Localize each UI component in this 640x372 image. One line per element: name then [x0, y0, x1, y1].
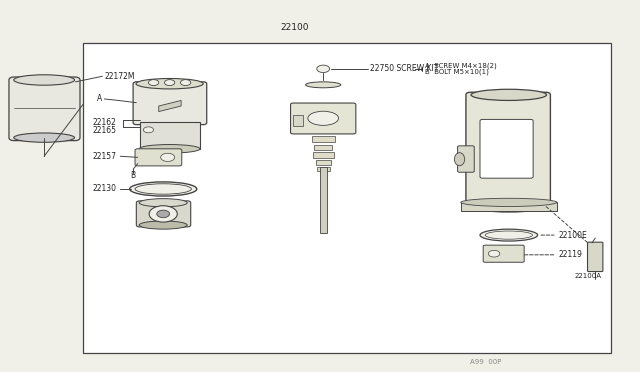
FancyBboxPatch shape: [466, 92, 550, 209]
Text: 22157: 22157: [93, 152, 116, 161]
Ellipse shape: [485, 231, 532, 239]
Text: 22100E: 22100E: [559, 231, 588, 240]
FancyBboxPatch shape: [483, 245, 524, 262]
Text: 22172M: 22172M: [104, 72, 135, 81]
Polygon shape: [159, 100, 181, 112]
Text: 22750 SCREW KIT: 22750 SCREW KIT: [370, 64, 438, 73]
Ellipse shape: [471, 201, 547, 212]
Text: 22165: 22165: [93, 126, 116, 135]
Ellipse shape: [135, 184, 191, 194]
Ellipse shape: [140, 199, 187, 207]
Ellipse shape: [14, 133, 74, 142]
Bar: [83, 43, 611, 353]
Text: 22119: 22119: [559, 250, 582, 259]
Text: A99  00P: A99 00P: [470, 359, 502, 365]
FancyBboxPatch shape: [458, 146, 474, 172]
Bar: [316, 160, 331, 165]
Text: 22162: 22162: [93, 118, 116, 127]
Circle shape: [143, 127, 154, 133]
Bar: [312, 152, 334, 158]
Circle shape: [148, 80, 159, 86]
FancyBboxPatch shape: [136, 201, 191, 227]
Bar: [312, 136, 335, 142]
Bar: [320, 167, 326, 232]
Text: A  SCREW M4×18(2): A SCREW M4×18(2): [425, 63, 497, 70]
Text: 22100: 22100: [280, 23, 308, 32]
Bar: [461, 202, 557, 211]
FancyBboxPatch shape: [480, 119, 533, 178]
FancyBboxPatch shape: [135, 149, 182, 166]
FancyBboxPatch shape: [9, 77, 80, 141]
Ellipse shape: [140, 221, 187, 229]
FancyBboxPatch shape: [133, 82, 207, 125]
Circle shape: [161, 153, 175, 161]
Ellipse shape: [136, 78, 204, 89]
Text: 22130: 22130: [93, 185, 116, 193]
Text: 22100A: 22100A: [574, 273, 601, 279]
Bar: [140, 122, 200, 149]
Ellipse shape: [140, 145, 200, 153]
FancyBboxPatch shape: [588, 242, 603, 272]
Circle shape: [488, 250, 500, 257]
Circle shape: [317, 65, 330, 73]
Circle shape: [157, 210, 170, 218]
Bar: [293, 115, 303, 126]
Ellipse shape: [306, 82, 341, 88]
Ellipse shape: [308, 111, 339, 125]
Text: A: A: [97, 94, 102, 103]
FancyBboxPatch shape: [291, 103, 356, 134]
Ellipse shape: [471, 89, 547, 100]
Ellipse shape: [454, 153, 465, 166]
Circle shape: [149, 206, 177, 222]
Circle shape: [180, 80, 191, 86]
Ellipse shape: [129, 182, 197, 196]
Text: B: B: [131, 171, 136, 180]
Bar: [314, 145, 332, 150]
Bar: [317, 167, 330, 171]
Ellipse shape: [480, 229, 538, 241]
Ellipse shape: [461, 198, 557, 206]
Circle shape: [164, 80, 175, 86]
Text: B  BOLT M5×10(1): B BOLT M5×10(1): [425, 68, 489, 75]
Ellipse shape: [14, 75, 74, 85]
